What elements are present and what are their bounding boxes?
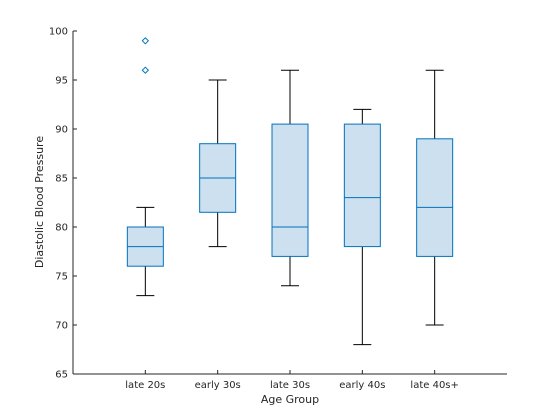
box-group-late-30s <box>271 69 309 287</box>
outlier-point <box>141 66 150 74</box>
x-tick-label: early 30s <box>195 380 241 391</box>
plot-marks <box>126 37 454 346</box>
box-group-late-40s- <box>416 69 454 326</box>
x-tick-label: early 40s <box>339 380 385 391</box>
x-tick-label: late 30s <box>270 380 310 391</box>
y-tick-label: 65 <box>55 370 68 381</box>
axes: 65 70 75 80 85 90 95 100 late 20s early 30s late 3… <box>49 27 507 391</box>
y-axis-title: Diastolic Blood Pressure <box>33 136 46 268</box>
y-tick-label: 100 <box>49 27 68 38</box>
y-tick-label: 90 <box>55 125 68 136</box>
y-tick-label: 80 <box>55 223 68 234</box>
box <box>416 138 454 257</box>
box <box>343 123 381 248</box>
box-group-late-20s <box>126 37 164 297</box>
box-group-early-40s <box>343 108 381 346</box>
y-tick-label: 70 <box>55 321 68 332</box>
outlier-point <box>141 37 150 45</box>
y-tick-label: 95 <box>55 76 68 87</box>
x-tick-label: late 20s <box>125 380 165 391</box>
box-group-early-30s <box>199 79 237 248</box>
y-tick-label: 75 <box>55 272 68 283</box>
y-tick-label: 85 <box>55 174 68 185</box>
x-tick-label: late 40s+ <box>410 380 458 391</box>
box <box>271 123 309 257</box>
x-axis-title: Age Group <box>261 393 319 406</box>
